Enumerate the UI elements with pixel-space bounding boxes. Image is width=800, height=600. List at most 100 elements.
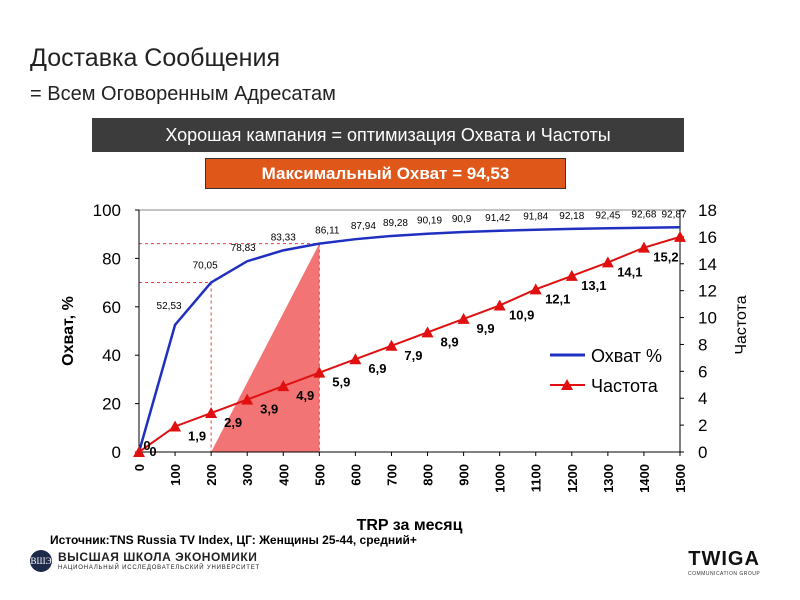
- frequency-data-label: 15,2: [653, 250, 678, 265]
- legend-reach-label: Охват %: [591, 346, 662, 366]
- frequency-data-label: 2,9: [224, 415, 242, 430]
- page-subtitle: = Всем Оговоренным Адресатам: [30, 83, 336, 105]
- frequency-data-label: 5,9: [332, 375, 350, 390]
- frequency-point: [349, 353, 362, 365]
- y-left-tick-label: 100: [93, 201, 121, 220]
- frequency-data-label: 1,9: [188, 428, 206, 443]
- twiga-name: TWIGA: [688, 548, 760, 570]
- y-right-tick-label: 4: [698, 389, 707, 408]
- reach-data-label: 90,9: [452, 214, 472, 225]
- x-tick-label: 400: [276, 464, 291, 486]
- reach-data-label: 83,33: [271, 232, 296, 243]
- y-right-tick-label: 18: [698, 201, 717, 220]
- frequency-point: [674, 230, 686, 242]
- frequency-point: [601, 256, 614, 268]
- shaded-triangle: [211, 243, 320, 452]
- hse-seal-icon: ВШЭ: [30, 550, 52, 572]
- frequency-point: [205, 407, 218, 419]
- frequency-data-label: 9,9: [477, 321, 495, 336]
- frequency-point: [133, 446, 145, 457]
- x-tick-label: 1300: [601, 464, 616, 493]
- reach-data-label: 92,87: [661, 209, 686, 220]
- y-left-tick-label: 80: [102, 249, 121, 268]
- frequency-data-label: 8,9: [440, 334, 458, 349]
- y-right-tick-label: 10: [698, 309, 717, 328]
- frequency-point: [169, 420, 182, 432]
- frequency-data-label: 10,9: [509, 307, 534, 322]
- frequency-data-label: 12,1: [545, 291, 570, 306]
- frequency-data-label: 7,9: [404, 348, 422, 363]
- x-tick-label: 200: [204, 464, 219, 486]
- reach-data-label: 89,28: [383, 218, 408, 229]
- frequency-data-label: 4,9: [296, 388, 314, 403]
- frequency-point: [565, 269, 578, 281]
- y-left-tick-label: 40: [102, 346, 121, 365]
- x-tick-label: 1000: [493, 464, 508, 493]
- frequency-point: [457, 312, 470, 324]
- plot-area: [138, 209, 681, 453]
- x-tick-label: 100: [168, 464, 183, 486]
- y-left-tick-label: 0: [112, 443, 121, 462]
- x-tick-label: 1500: [673, 464, 688, 493]
- x-tick-label: 800: [421, 464, 436, 486]
- frequency-point: [493, 299, 506, 311]
- y-left-tick-label: 20: [102, 395, 121, 414]
- frequency-data-label: 14,1: [617, 264, 642, 279]
- x-tick-label: 700: [384, 464, 399, 486]
- hse-name: ВЫСШАЯ ШКОЛА ЭКОНОМИКИ: [58, 550, 258, 564]
- x-tick-label: 300: [240, 464, 255, 486]
- reach-data-label: 78,83: [231, 243, 256, 254]
- y-right-axis-label: Частота: [733, 295, 750, 354]
- y-right-tick-label: 6: [698, 362, 707, 381]
- frequency-point: [529, 283, 542, 295]
- hse-logo: ВШЭ ВЫСШАЯ ШКОЛА ЭКОНОМИКИ НАЦИОНАЛЬНЫЙ …: [30, 550, 260, 572]
- frequency-data-label: 3,9: [260, 402, 278, 417]
- x-tick-label: 600: [348, 464, 363, 486]
- frequency-data-label: 6,9: [368, 361, 386, 376]
- frequency-point: [385, 339, 398, 351]
- reach-data-label: 91,84: [523, 212, 548, 223]
- frequency-point: [241, 393, 254, 405]
- reach-data-label: 91,42: [485, 213, 510, 224]
- x-axis-label: TRP за месяц: [357, 517, 463, 534]
- frequency-data-label: 13,1: [581, 278, 606, 293]
- reach-data-label: 92,18: [559, 211, 584, 222]
- x-tick-label: 1200: [565, 464, 580, 493]
- hse-subtitle: НАЦИОНАЛЬНЫЙ ИССЛЕДОВАТЕЛЬСКИЙ УНИВЕРСИТ…: [58, 565, 261, 571]
- reach-data-label: 92,68: [631, 210, 656, 221]
- reach-data-label: 86,11: [315, 226, 340, 237]
- reach-series-line: [137, 226, 681, 453]
- x-tick-label: 900: [457, 464, 472, 486]
- reach-data-label: 52,53: [157, 301, 182, 312]
- twiga-subtitle: COMMUNICATION GROUP: [688, 571, 761, 577]
- frequency-point: [421, 326, 434, 338]
- page-title: Доставка Сообщения: [30, 44, 280, 72]
- y-right-tick-label: 16: [698, 228, 717, 247]
- reach-data-label: 87,94: [351, 221, 376, 232]
- y-right-tick-label: 2: [698, 416, 707, 435]
- x-tick-label: 1400: [637, 464, 652, 493]
- max-reach-banner: Максимальный Охват = 94,53: [205, 158, 566, 189]
- x-tick-label: 500: [312, 464, 327, 486]
- y-left-axis-label: Охват, %: [60, 296, 77, 366]
- twiga-logo: TWIGA COMMUNICATION GROUP: [688, 548, 760, 577]
- y-right-tick-label: 14: [698, 255, 717, 274]
- frequency-data-label: 0: [149, 444, 156, 459]
- legend-frequency-marker: [561, 379, 573, 390]
- y-right-tick-label: 0: [698, 443, 707, 462]
- x-tick-label: 1100: [529, 464, 544, 492]
- reach-data-label: 0: [143, 438, 150, 453]
- legend-frequency-label: Частота: [591, 376, 659, 396]
- source-note: Источник:TNS Russia TV Index, ЦГ: Женщин…: [50, 533, 417, 547]
- campaign-banner: Хорошая кампания = оптимизация Охвата и …: [92, 118, 684, 152]
- frequency-point: [637, 241, 650, 253]
- reach-data-label: 90,19: [417, 216, 442, 227]
- frequency-point: [313, 366, 326, 378]
- reach-data-label: 92,45: [595, 210, 620, 221]
- frequency-series-line: [138, 235, 681, 453]
- y-right-tick-label: 12: [698, 282, 717, 301]
- y-right-tick-label: 8: [698, 335, 707, 354]
- reach-data-label: 70,05: [193, 260, 218, 271]
- x-tick-label: 0: [132, 464, 147, 471]
